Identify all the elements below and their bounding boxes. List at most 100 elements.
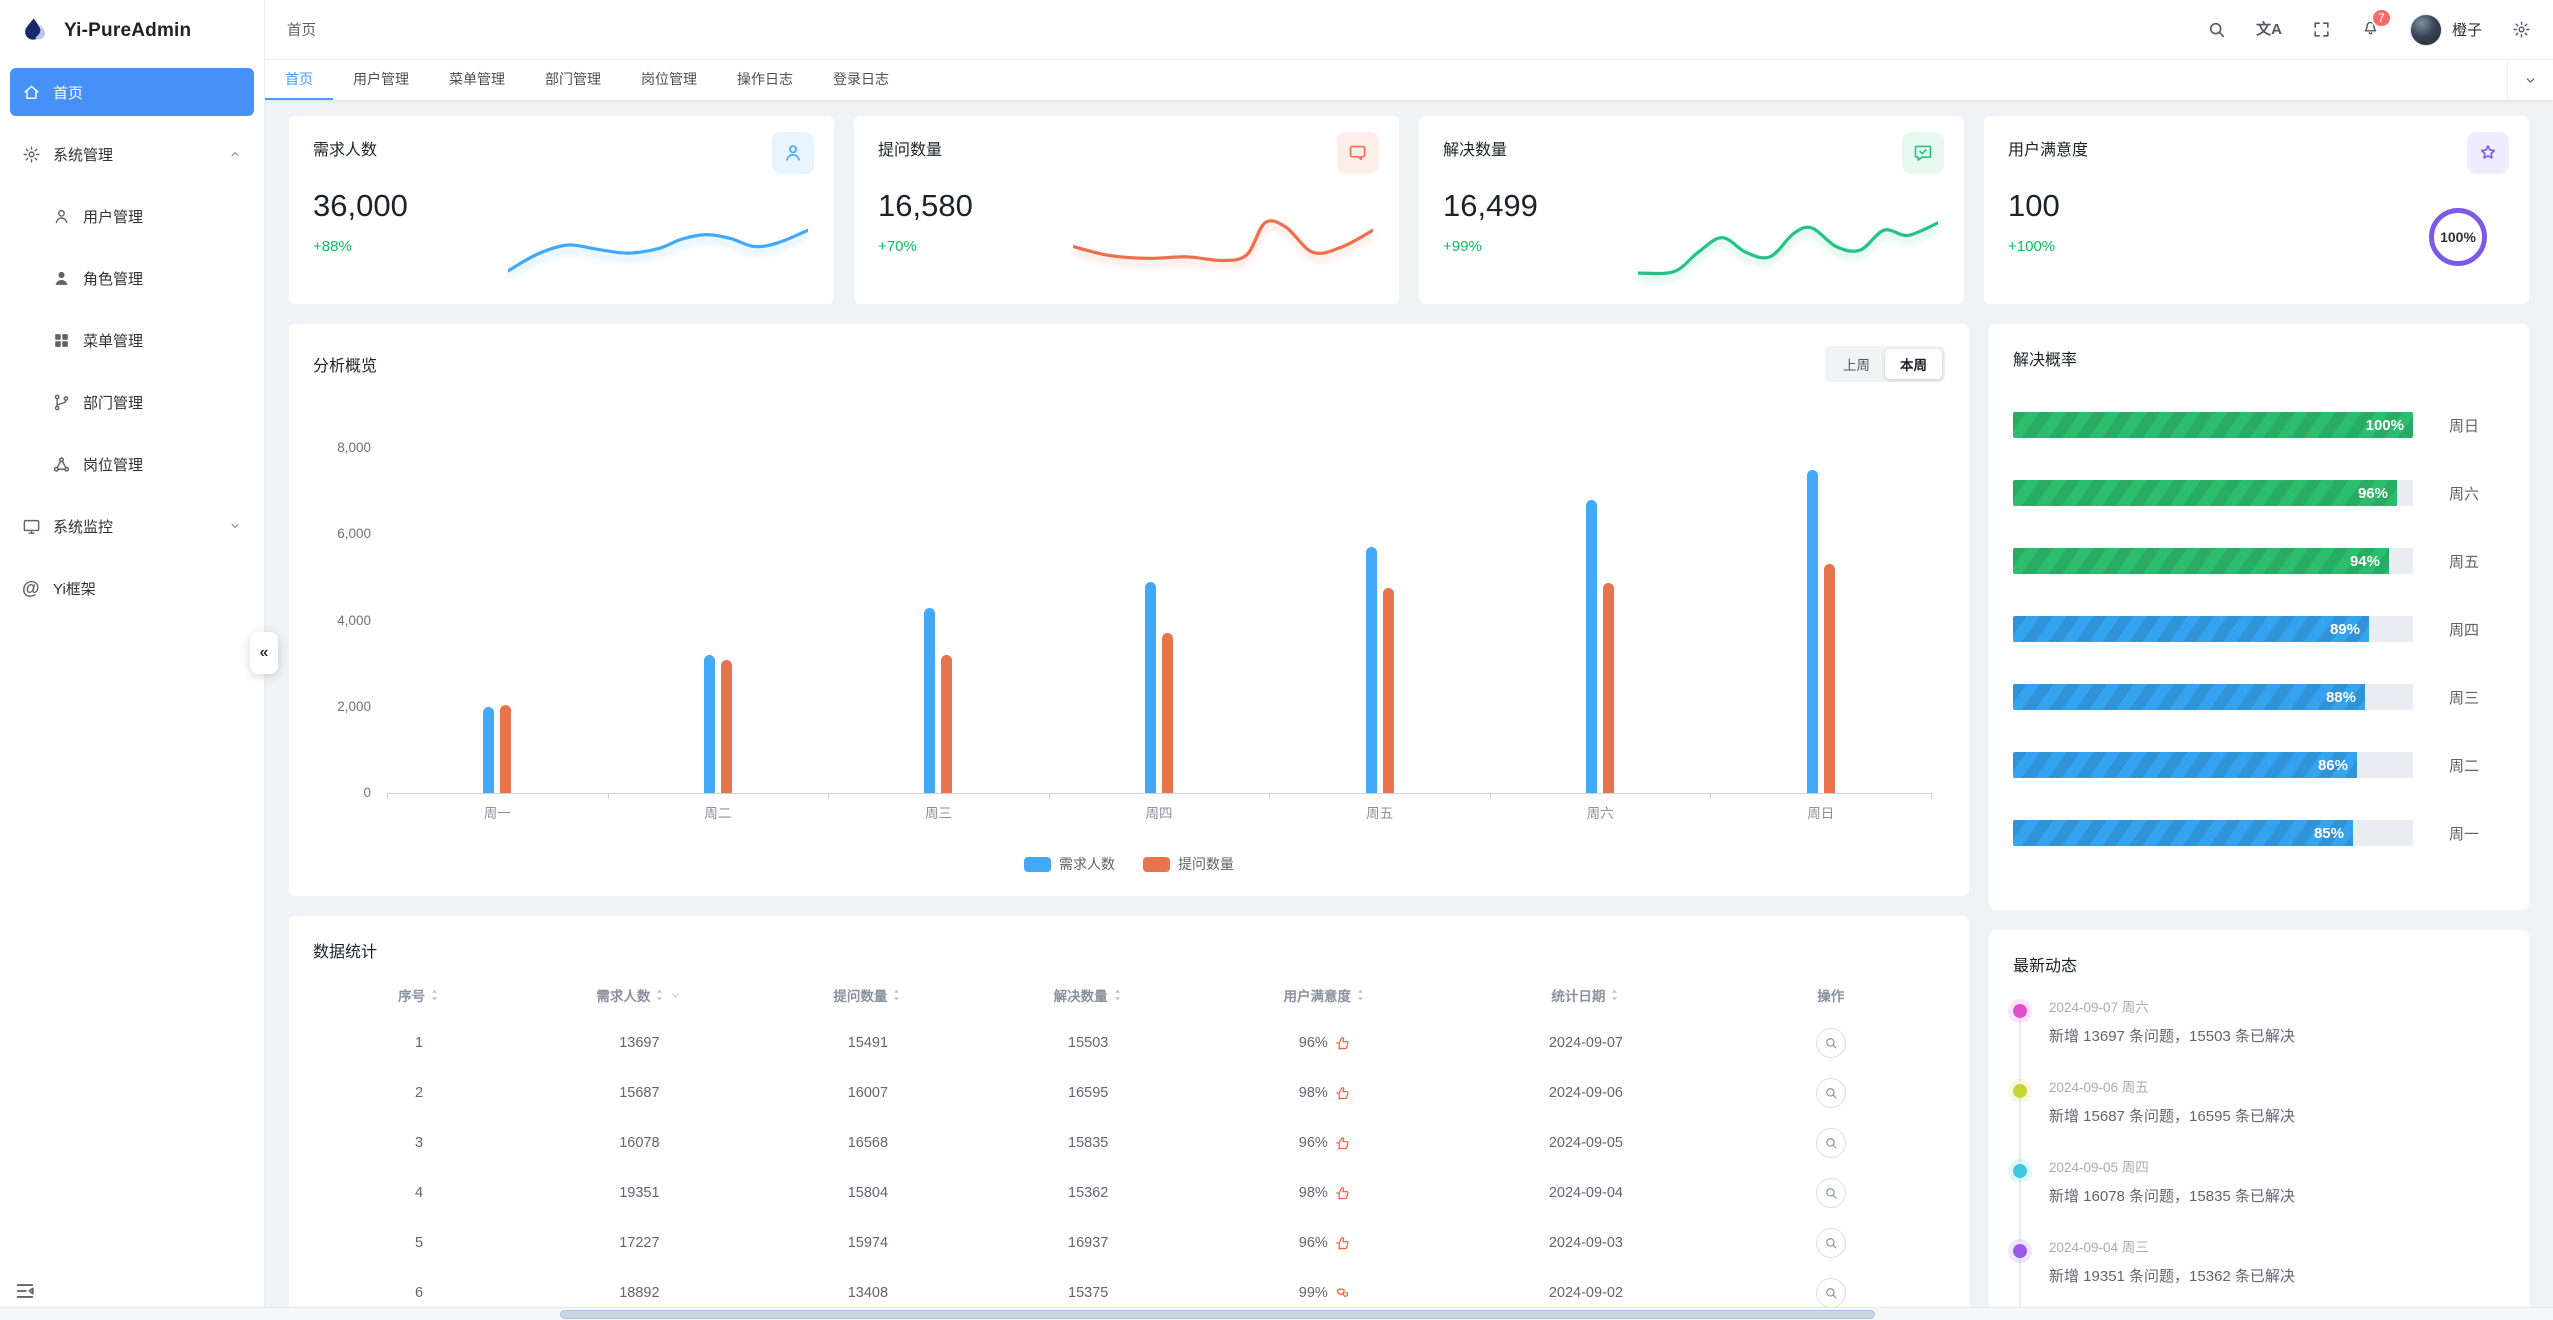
analysis-card: 分析概览 上周 本周 周一 周二 周三 周四 周五 周六 周日 8,000 6,000 4,000… xyxy=(289,324,1969,896)
legend-提问数量[interactable]: 提问数量 xyxy=(1143,854,1234,874)
tab-首页[interactable]: 首页 xyxy=(265,60,333,100)
bar-需求人数-周三 xyxy=(924,608,936,793)
legend-swatch xyxy=(1024,856,1051,872)
sidebar-item-depts[interactable]: 部门管理 xyxy=(10,378,254,426)
tab-操作日志[interactable]: 操作日志 xyxy=(737,71,793,87)
tabs-dropdown-button[interactable] xyxy=(2507,60,2553,100)
fullscreen-icon[interactable] xyxy=(2312,20,2331,39)
tab-登录日志[interactable]: 登录日志 xyxy=(833,71,889,87)
view-row-button[interactable] xyxy=(1815,1028,1846,1058)
bar-提问数量-周五 xyxy=(1382,588,1394,793)
toggle-本周[interactable]: 本周 xyxy=(1885,349,1942,379)
progress-day-label: 周日 xyxy=(2449,417,2480,435)
view-row-button[interactable] xyxy=(1815,1278,1846,1308)
y-axis-tick: 2,000 xyxy=(337,698,371,714)
column-header-label: 解决数量 xyxy=(1053,989,1108,1004)
cell-demand: 16078 xyxy=(619,1135,660,1151)
column-header-统计日期[interactable]: 统计日期 xyxy=(1455,985,1716,1005)
bar-需求人数-周一 xyxy=(483,707,495,793)
sort-carets-icon[interactable] xyxy=(1609,988,1620,1002)
horizontal-scrollbar-thumb[interactable] xyxy=(560,1310,1875,1319)
sparkline xyxy=(506,208,810,282)
chart-plot xyxy=(387,449,1932,799)
cell-no: 1 xyxy=(415,1035,424,1051)
progress-track: 100% xyxy=(2013,412,2413,438)
sort-carets-icon[interactable] xyxy=(429,988,440,1002)
progress-percent: 96% xyxy=(2357,484,2388,502)
column-header-序号[interactable]: 序号 xyxy=(313,985,525,1005)
sidebar-item-posts[interactable]: 岗位管理 xyxy=(10,440,254,488)
x-axis-label: 周日 xyxy=(1807,806,1835,821)
sidebar-item-users[interactable]: 用户管理 xyxy=(10,192,254,240)
sidebar-item-yiframe[interactable]: @ Yi框架 xyxy=(10,564,254,612)
solve-row-周三: 88% 周三 xyxy=(2013,684,2505,710)
column-header-操作: 操作 xyxy=(1716,985,1944,1005)
toggle-上周[interactable]: 上周 xyxy=(1843,358,1870,373)
filter-chevron-icon[interactable] xyxy=(669,989,682,1002)
solve-row-周四: 89% 周四 xyxy=(2013,616,2505,642)
sidebar-item-monitor[interactable]: 系统监控 xyxy=(10,502,254,550)
sort-carets-icon[interactable] xyxy=(1112,988,1123,1002)
sidebar-item-label: 角色管理 xyxy=(83,270,144,288)
column-header-提问数量[interactable]: 提问数量 xyxy=(754,985,982,1005)
tab-用户管理[interactable]: 用户管理 xyxy=(353,71,409,87)
sidebar-item-system[interactable]: 系统管理 xyxy=(10,130,254,178)
table-row: 5 17227 15974 16937 96% 2024-09-03 xyxy=(313,1218,1945,1268)
star-icon xyxy=(2467,132,2509,174)
stat-card-delta: +100% xyxy=(2008,238,2056,255)
cell-actions xyxy=(1716,1078,1944,1108)
solve-probability-card: 解决概率 100% 周日 96% 周六 94% 周五 89% 周四 88% 周三 86% 周二 85% 周… xyxy=(1989,324,2529,910)
user-menu[interactable]: 橙子 xyxy=(2409,13,2482,46)
view-row-button[interactable] xyxy=(1815,1228,1846,1258)
share-icon xyxy=(52,455,71,474)
x-axis-tick xyxy=(607,793,609,799)
view-row-button[interactable] xyxy=(1815,1178,1846,1208)
chart-category xyxy=(1269,449,1490,793)
magnifier-icon xyxy=(1824,1036,1838,1050)
news-timeline: 2024-09-07 周六 新增 13697 条问题，15503 条已解决 2024… xyxy=(2013,996,2505,1320)
thumb-icon xyxy=(1334,1235,1351,1252)
y-axis-tick: 0 xyxy=(363,785,371,800)
thumb-icon xyxy=(1334,1035,1351,1052)
translate-icon[interactable]: 文A xyxy=(2256,21,2282,38)
cell-no: 3 xyxy=(415,1135,424,1151)
sort-carets-icon[interactable] xyxy=(1355,988,1366,1002)
branch-icon xyxy=(52,393,71,412)
menu-fold-icon[interactable] xyxy=(14,1280,36,1302)
logo[interactable]: Yi-PureAdmin xyxy=(0,0,264,62)
tab-部门管理[interactable]: 部门管理 xyxy=(545,71,601,87)
x-axis-tick xyxy=(1269,793,1271,799)
column-header-需求人数[interactable]: 需求人数 xyxy=(525,985,753,1005)
sidebar-collapse-button[interactable]: « xyxy=(250,632,278,674)
sidebar-item-label: Yi框架 xyxy=(53,580,96,598)
cell-satisfaction: 96% xyxy=(1194,1035,1455,1052)
sidebar-item-menus[interactable]: 菜单管理 xyxy=(10,316,254,364)
table-row: 6 18892 13408 15375 99% 2024-09-02 xyxy=(313,1268,1945,1318)
sort-carets-icon[interactable] xyxy=(654,988,665,1002)
column-header-label: 提问数量 xyxy=(833,989,888,1004)
tab-菜单管理[interactable]: 菜单管理 xyxy=(449,71,505,87)
view-row-button[interactable] xyxy=(1815,1078,1846,1108)
bar-chart: 周一 周二 周三 周四 周五 周六 周日 8,000 6,000 4,000 2,000 0 xyxy=(313,394,1945,840)
progress-fill: 94% xyxy=(2013,548,2389,574)
search-icon[interactable] xyxy=(2207,20,2226,39)
legend-label: 需求人数 xyxy=(1059,856,1115,872)
cell-actions xyxy=(1716,1178,1944,1208)
sort-carets-icon[interactable] xyxy=(891,988,902,1002)
sidebar-item-roles[interactable]: 角色管理 xyxy=(10,254,254,302)
legend-需求人数[interactable]: 需求人数 xyxy=(1024,854,1115,874)
chevron-up-icon xyxy=(228,147,242,161)
settings-gear-icon[interactable] xyxy=(2512,20,2531,39)
bar-提问数量-周一 xyxy=(500,705,512,793)
stat-card-value: 100 xyxy=(2008,188,2060,223)
column-header-解决数量[interactable]: 解决数量 xyxy=(982,985,1194,1005)
notifications-button[interactable]: 7 xyxy=(2361,7,2392,42)
view-row-button[interactable] xyxy=(1815,1128,1846,1158)
sidebar-item-home[interactable]: 首页 xyxy=(10,68,254,116)
column-header-用户满意度[interactable]: 用户满意度 xyxy=(1194,985,1455,1005)
timeline-rail xyxy=(2019,1178,2021,1242)
news-text: 新增 16078 条问题，15835 条已解决 xyxy=(2049,1188,2295,1205)
chart-category xyxy=(828,449,1049,793)
progress-day-label: 周四 xyxy=(2449,621,2480,639)
tab-岗位管理[interactable]: 岗位管理 xyxy=(641,71,697,87)
